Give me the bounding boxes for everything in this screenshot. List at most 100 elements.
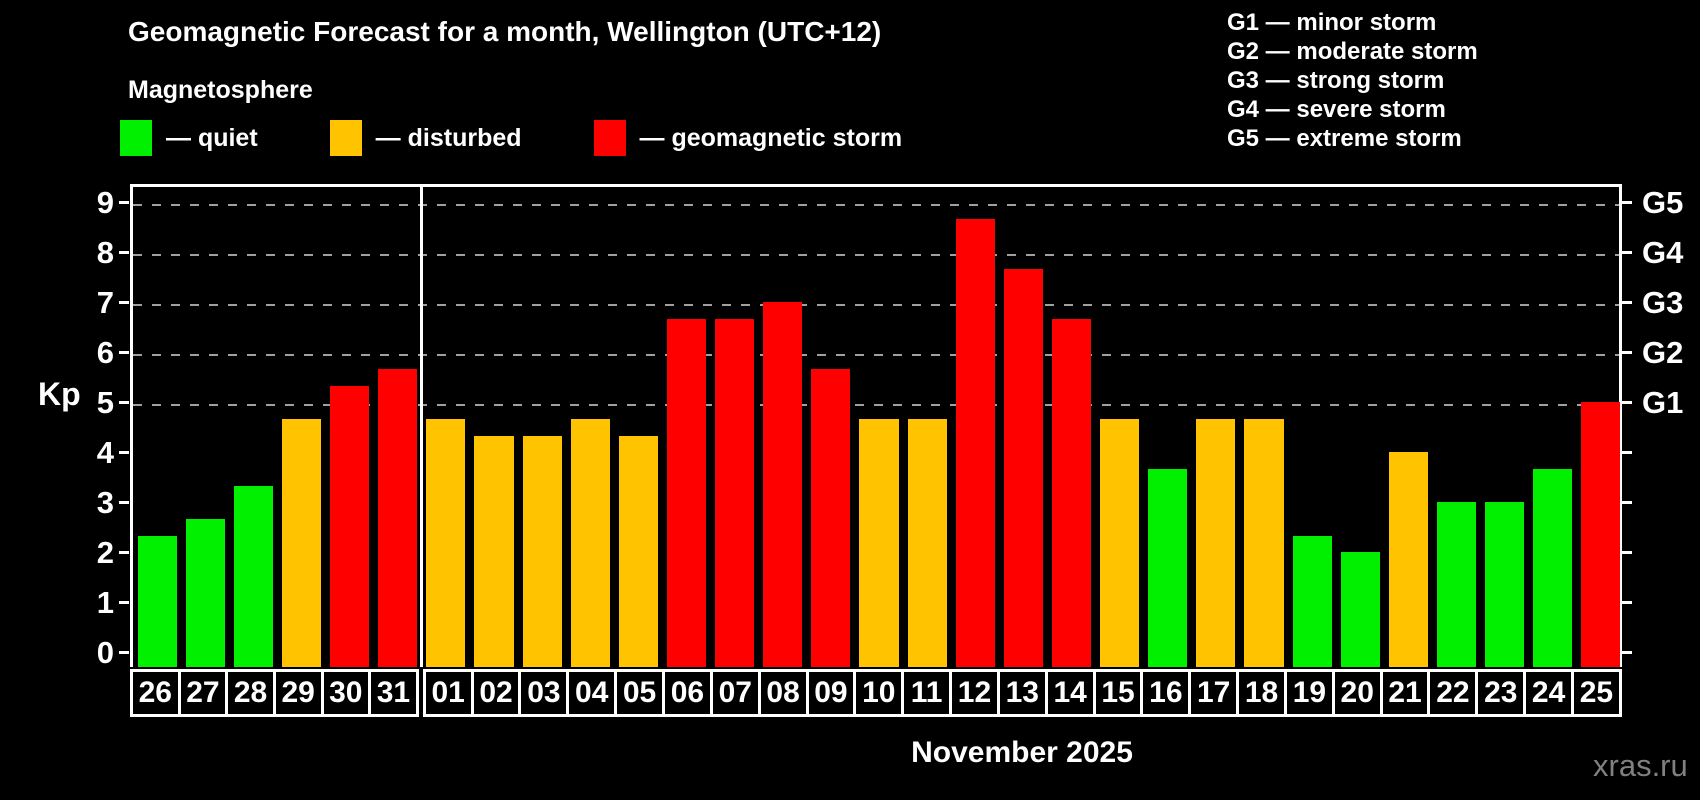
day-label-22: 22 bbox=[1427, 669, 1479, 717]
day-label-21: 21 bbox=[1379, 669, 1431, 717]
g-legend-line-3: G3 — strong storm bbox=[1227, 67, 1445, 94]
kp-bar-day-01 bbox=[426, 418, 466, 667]
y-axis-label-4: 4 bbox=[96, 435, 114, 470]
right-axis-tick-8 bbox=[1622, 251, 1632, 254]
y-axis-label-3: 3 bbox=[96, 485, 114, 520]
day-label-01: 01 bbox=[422, 669, 474, 717]
plot-area bbox=[130, 184, 1622, 667]
legend-item-disturbed: — disturbed bbox=[329, 120, 522, 156]
right-axis-tick-5 bbox=[1622, 401, 1632, 404]
kp-bar-day-10 bbox=[859, 418, 899, 667]
month-label: November 2025 bbox=[911, 736, 1133, 769]
kp-bar-day-18 bbox=[1244, 418, 1284, 667]
day-boxes-october: 26 27 28 29 30 31 bbox=[130, 669, 419, 717]
gridline-kp8 bbox=[133, 254, 1619, 256]
y-axis-tick-9 bbox=[119, 201, 129, 204]
x-axis-day-labels: 26 27 28 29 30 31 01 02 03 04 05 06 07 08 09 10 11 12 13 14… bbox=[130, 669, 1622, 717]
right-axis-tick-6 bbox=[1622, 351, 1632, 354]
y-axis-tick-6 bbox=[119, 351, 129, 354]
day-label-04: 04 bbox=[566, 669, 618, 717]
kp-bar-day-23 bbox=[1485, 502, 1525, 667]
day-label-31: 31 bbox=[368, 669, 419, 717]
y-axis-title: Kp bbox=[38, 376, 81, 412]
kp-bar-day-05 bbox=[618, 435, 658, 667]
day-boxes-november: 01 02 03 04 05 06 07 08 09 10 11 12 13 14 15 16 17 18 19 20… bbox=[422, 669, 1622, 717]
right-axis-tick-0 bbox=[1622, 651, 1632, 654]
right-axis-label-G4: G4 bbox=[1642, 235, 1684, 270]
y-axis-tick-1 bbox=[119, 601, 129, 604]
day-label-09: 09 bbox=[805, 669, 857, 717]
kp-bar-day-19 bbox=[1292, 535, 1332, 667]
gridline-kp6 bbox=[133, 354, 1619, 356]
right-axis-tick-3 bbox=[1622, 501, 1632, 504]
month-separator bbox=[420, 187, 424, 667]
right-axis-tick-7 bbox=[1622, 301, 1632, 304]
right-axis-tick-4 bbox=[1622, 451, 1632, 454]
watermark: xras.ru bbox=[1593, 748, 1688, 783]
day-label-07: 07 bbox=[709, 669, 761, 717]
day-label-11: 11 bbox=[901, 669, 953, 717]
day-label-08: 08 bbox=[757, 669, 809, 717]
kp-bar-day-02 bbox=[474, 435, 514, 667]
right-axis-tick-9 bbox=[1622, 201, 1632, 204]
kp-bar-day-22 bbox=[1436, 502, 1477, 667]
right-axis-tick-2 bbox=[1622, 551, 1632, 554]
y-axis-label-2: 2 bbox=[96, 535, 114, 570]
legend-item-quiet: — quiet bbox=[120, 120, 258, 156]
kp-bar-day-24 bbox=[1533, 468, 1573, 667]
day-label-12: 12 bbox=[949, 669, 1000, 717]
day-label-28: 28 bbox=[225, 669, 276, 717]
kp-bar-day-28 bbox=[233, 485, 273, 667]
legend-label-storm: — geomagnetic storm bbox=[639, 123, 903, 152]
y-axis-tick-5 bbox=[119, 401, 129, 404]
kp-bar-day-03 bbox=[522, 435, 562, 667]
day-label-03: 03 bbox=[518, 669, 570, 717]
kp-bar-day-26 bbox=[137, 535, 177, 667]
day-label-05: 05 bbox=[614, 669, 665, 717]
day-label-29: 29 bbox=[272, 669, 324, 717]
chart-title: Geomagnetic Forecast for a month, Wellin… bbox=[128, 16, 882, 47]
y-axis-label-8: 8 bbox=[96, 235, 114, 270]
day-label-16: 16 bbox=[1140, 669, 1192, 717]
day-label-20: 20 bbox=[1331, 669, 1383, 717]
day-label-06: 06 bbox=[661, 669, 713, 717]
kp-bar-day-20 bbox=[1340, 552, 1380, 667]
legend-item-storm: — geomagnetic storm bbox=[593, 120, 903, 156]
day-label-23: 23 bbox=[1475, 669, 1527, 717]
legend-swatch-storm bbox=[593, 120, 626, 156]
y-axis-tick-3 bbox=[119, 501, 129, 504]
kp-bar-day-31 bbox=[378, 368, 418, 667]
y-axis-tick-7 bbox=[119, 301, 129, 304]
kp-bar-day-06 bbox=[666, 318, 707, 667]
kp-bar-day-17 bbox=[1196, 418, 1236, 667]
legend-swatch-disturbed bbox=[329, 120, 362, 156]
kp-bar-day-11 bbox=[907, 418, 947, 667]
day-label-13: 13 bbox=[996, 669, 1048, 717]
right-axis-label-G5: G5 bbox=[1642, 185, 1684, 220]
legend-label-disturbed: — disturbed bbox=[375, 123, 522, 152]
day-label-18: 18 bbox=[1236, 669, 1287, 717]
y-axis-tick-0 bbox=[119, 651, 129, 654]
day-label-14: 14 bbox=[1044, 669, 1096, 717]
kp-bar-day-09 bbox=[811, 368, 851, 667]
y-axis-label-0: 0 bbox=[96, 635, 114, 670]
kp-bar-day-27 bbox=[185, 518, 225, 667]
kp-bar-day-30 bbox=[330, 385, 370, 667]
kp-bar-day-12 bbox=[955, 218, 995, 667]
day-label-26: 26 bbox=[130, 669, 181, 717]
kp-bar-day-21 bbox=[1388, 452, 1428, 667]
kp-bar-day-15 bbox=[1100, 418, 1140, 667]
day-label-15: 15 bbox=[1092, 669, 1144, 717]
right-axis-label-G2: G2 bbox=[1642, 335, 1684, 370]
y-axis-tick-8 bbox=[119, 251, 129, 254]
kp-bar-day-14 bbox=[1051, 318, 1092, 667]
chart-subtitle: Magnetosphere bbox=[128, 76, 313, 104]
right-axis-label-G1: G1 bbox=[1642, 385, 1684, 420]
day-label-27: 27 bbox=[177, 669, 229, 717]
day-label-17: 17 bbox=[1188, 669, 1240, 717]
day-label-02: 02 bbox=[470, 669, 522, 717]
day-label-10: 10 bbox=[853, 669, 905, 717]
kp-bar-day-04 bbox=[570, 418, 610, 667]
kp-bar-day-08 bbox=[763, 302, 803, 667]
